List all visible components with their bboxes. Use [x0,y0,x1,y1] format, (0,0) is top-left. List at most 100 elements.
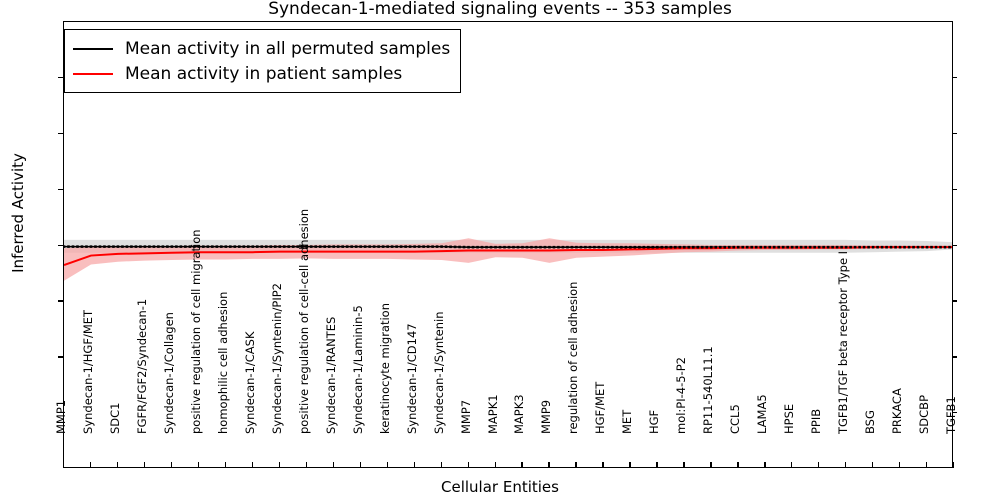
mean-marker [723,245,727,249]
mean-marker [107,245,111,248]
mean-marker [435,245,439,248]
mean-marker [354,245,358,248]
mean-marker [287,245,291,248]
mean-marker [642,245,646,249]
mean-marker [934,245,938,249]
x-category-label: HPSE [782,403,797,434]
legend-swatch-permuted [73,47,113,50]
mean-marker [512,245,515,249]
mean-marker [255,245,259,248]
mean-marker [844,245,848,249]
mean-marker [763,245,767,249]
legend-swatch-patient [73,72,113,75]
x-category-label: MAPK1 [485,394,500,434]
mean-marker [799,245,803,249]
mean-marker [696,245,700,249]
mean-marker [745,245,749,249]
mean-marker [233,245,237,248]
mean-marker [831,245,834,249]
mean-marker [543,245,547,249]
x-category-label: HGF [647,409,662,434]
mean-marker [575,245,578,249]
mean-marker [683,245,686,249]
mean-marker [741,245,745,249]
mean-marker [112,245,115,248]
mean-marker [476,245,479,249]
mean-marker [606,245,610,249]
mean-marker [804,245,807,249]
mean-marker [656,245,659,249]
mean-marker [404,245,407,248]
mean-marker [71,245,75,248]
mean-marker [903,245,906,249]
mean-marker [485,245,488,249]
legend-label-permuted: Mean activity in all permuted samples [125,38,451,59]
mean-marker [602,245,605,249]
mean-marker [345,245,349,248]
mean-marker [467,245,470,249]
mean-marker [925,245,929,249]
mean-marker [570,245,574,249]
mean-marker [341,245,344,248]
mean-marker [584,245,587,249]
x-tick-mark [440,462,442,468]
x-category-label: SDC1 [107,402,122,434]
mean-marker [867,245,870,249]
y-tick-mark [951,132,957,135]
mean-marker [817,245,821,249]
permuted-mean-markers [64,245,951,249]
mean-marker [507,245,511,249]
x-category-label: FGFR/FGF2/Syndecan-1 [134,298,149,434]
mean-marker [813,245,816,249]
mean-marker [193,245,196,248]
mean-marker [862,245,866,249]
mean-marker [381,245,385,248]
x-tick-mark [251,462,254,468]
mean-marker [363,245,367,248]
mean-marker [148,245,151,248]
mean-marker [220,245,223,248]
x-category-label: positive regulation of cell migration [188,229,203,434]
mean-marker [350,245,353,248]
chart-title: Syndecan-1-mediated signaling events -- … [268,0,732,19]
mean-marker [89,245,93,248]
mean-marker [579,245,583,249]
mean-marker [395,245,398,248]
mean-marker [188,245,192,248]
x-tick-mark [170,462,173,468]
mean-marker [332,245,335,248]
mean-marker [157,245,160,248]
mean-marker [840,245,843,249]
y-tick-mark [58,412,64,414]
mean-marker [588,245,592,249]
mean-marker [921,245,924,249]
mean-marker [170,245,174,248]
x-category-label: TGFB1/TGF beta receptor Type I [836,250,851,434]
mean-marker [647,245,650,249]
mean-marker [786,245,789,249]
y-tick-mark [951,188,957,190]
x-tick-mark [629,462,631,468]
mean-marker [202,245,205,248]
mean-marker [359,245,362,248]
x-category-label: MMP1 [54,399,68,434]
x-category-label: homophilic cell adhesion [215,291,230,434]
mean-marker [327,245,331,248]
mean-marker [278,245,282,248]
legend-item-patient: Mean activity in patient samples [73,61,450,86]
mean-marker [687,245,691,249]
x-tick-mark [467,462,469,468]
mean-marker [593,245,596,249]
mean-marker [282,245,286,248]
mean-marker [184,245,187,248]
mean-marker [736,245,740,249]
mean-marker [116,245,120,248]
x-tick-mark [548,462,550,468]
x-tick-mark [953,462,955,468]
mean-marker [611,245,614,249]
mean-marker [471,245,475,249]
x-tick-mark [116,462,119,468]
mean-marker [876,245,879,249]
x-tick-mark [791,462,793,468]
mean-marker [826,245,830,249]
